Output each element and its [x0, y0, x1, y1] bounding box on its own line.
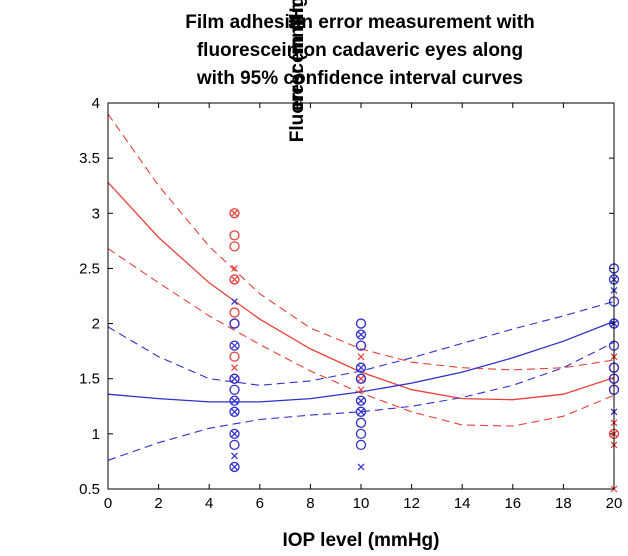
- data-points: [229, 208, 620, 493]
- x-tick-label: 14: [454, 495, 471, 512]
- red-cross-point: [231, 265, 238, 272]
- blue-circle-point: [229, 318, 240, 329]
- blue-cross-point: [357, 408, 365, 416]
- y-tick-label: 3: [92, 205, 100, 222]
- y-tick-label: 3.5: [79, 150, 100, 167]
- blue-ci-upper-curve: [107, 300, 615, 386]
- blue-fit-curve: [107, 320, 615, 403]
- blue-circle-point: [355, 329, 367, 340]
- blue-circle-point: [355, 428, 367, 440]
- red-cross-point: [231, 276, 238, 283]
- red-circle-point: [229, 241, 240, 252]
- blue-circle-point: [355, 373, 367, 384]
- blue-cross-point: [357, 397, 365, 405]
- red-ci-upper-curve: [107, 113, 615, 371]
- x-tick-label: 2: [154, 495, 162, 512]
- y-tick-label: 2.5: [79, 260, 100, 277]
- blue-cross-point: [231, 342, 238, 350]
- chart-title: Film adhesion error measurement with flu…: [185, 12, 534, 89]
- blue-cross-point: [357, 331, 365, 339]
- red-ci-lower-curve: [107, 248, 615, 427]
- y-axis-label: Fluorescein film adhesion error (mmHg): [287, 0, 308, 142]
- chart-title-line-2: fluorescein on cadaveric eyes along: [197, 40, 523, 61]
- blue-circle-point: [229, 373, 240, 384]
- y-axis-label-line-1: Fluorescein film adhesion: [287, 0, 308, 142]
- blue-circle-point: [229, 340, 240, 351]
- x-tick-label: 12: [403, 495, 420, 512]
- blue-circle-point: [355, 340, 367, 351]
- blue-circle-point: [229, 406, 240, 417]
- blue-circle-point: [229, 461, 240, 473]
- y-tick-label: 4: [92, 95, 100, 112]
- blue-cross-point: [231, 298, 238, 305]
- x-tick-label: 20: [606, 495, 623, 512]
- blue-circle-point: [355, 395, 367, 406]
- x-tick-label: 6: [256, 495, 264, 512]
- y-tick-label: 2: [92, 316, 100, 333]
- red-circle-point: [229, 230, 240, 241]
- chart-title-line-3: with 95% confidence interval curves: [196, 68, 523, 89]
- blue-circle-point: [355, 439, 367, 451]
- y-tick-label: 1: [92, 426, 100, 443]
- blue-circle-point: [229, 428, 240, 440]
- red-circle-point: [229, 274, 240, 285]
- red-cross-point: [357, 386, 365, 394]
- chart-title-line-1: Film adhesion error measurement with: [185, 12, 534, 33]
- red-cross-point: [231, 209, 238, 217]
- blue-circle-point: [355, 362, 367, 373]
- y-tick-label: 1.5: [79, 371, 100, 388]
- blue-cross-point: [231, 430, 238, 438]
- red-cross-point: [231, 364, 238, 372]
- blue-cross-point: [231, 408, 238, 416]
- axis-ticks: 0 2 4 6 8 10 12 14 16 18 20 0.5 1 1.5 2 2.5 3 3.5 4: [79, 95, 622, 512]
- blue-circle-point: [229, 439, 240, 451]
- blue-ci-lower-curve: [107, 341, 615, 461]
- blue-cross-point: [357, 364, 365, 372]
- blue-cross-point: [357, 463, 365, 471]
- blue-circle-point: [355, 406, 367, 417]
- plot-frame: [107, 102, 615, 490]
- x-tick-label: 0: [104, 495, 112, 512]
- red-circle-point: [229, 307, 240, 318]
- x-tick-label: 10: [353, 495, 370, 512]
- fit-curves: [107, 113, 615, 461]
- blue-circle-point: [229, 395, 240, 406]
- x-axis-label: IOP level (mmHg): [283, 530, 440, 551]
- red-circle-point: [229, 351, 240, 362]
- red-circle-point: [229, 208, 240, 219]
- y-tick-label: 0.5: [79, 481, 100, 498]
- x-tick-label: 8: [306, 495, 314, 512]
- blue-cross-point: [231, 375, 238, 383]
- x-tick-label: 4: [205, 495, 213, 512]
- red-cross-point: [357, 353, 365, 361]
- blue-cross-point: [231, 452, 238, 460]
- blue-circle-point: [229, 384, 240, 395]
- blue-circle-point: [355, 417, 367, 428]
- blue-circle-point: [355, 318, 367, 329]
- x-tick-label: 18: [555, 495, 572, 512]
- blue-cross-point: [231, 463, 238, 471]
- blue-cross-point: [231, 397, 238, 405]
- red-cross-point: [357, 375, 365, 383]
- x-tick-label: 16: [504, 495, 521, 512]
- y-axis-label-line-2: error (mmHg): [287, 0, 308, 111]
